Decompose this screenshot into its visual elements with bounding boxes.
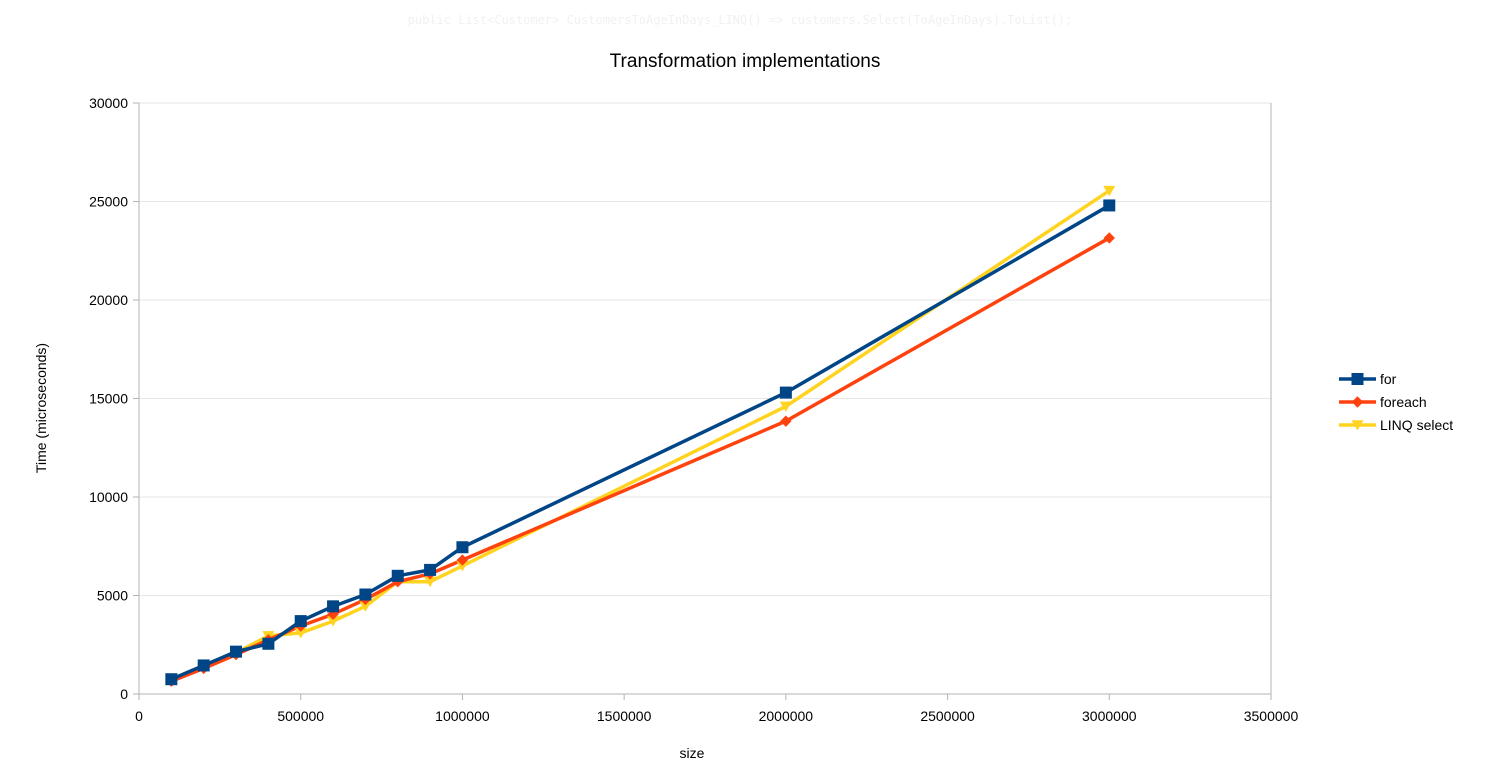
data-point-for [359, 588, 372, 601]
x-tick-label: 2000000 [759, 708, 814, 724]
x-axis-title: size [680, 745, 705, 761]
data-point-foreach [780, 415, 792, 427]
x-tick-label: 3000000 [1082, 708, 1137, 724]
y-tick-label: 30000 [89, 95, 128, 111]
x-tick-label: 1000000 [435, 708, 490, 724]
data-point-linq-select [779, 401, 792, 412]
x-tick-label: 1500000 [597, 708, 652, 724]
data-point-foreach [1103, 232, 1115, 244]
x-tick-label: 3500000 [1244, 708, 1299, 724]
y-tick-label: 20000 [89, 292, 128, 308]
data-point-for [779, 386, 792, 399]
legend-label-linq-select: LINQ select [1380, 417, 1453, 433]
data-point-for [165, 673, 178, 686]
y-axis-title: Time (microseconds) [33, 343, 49, 473]
data-point-for [1103, 199, 1116, 212]
chart-title: Transformation implementations [610, 51, 881, 72]
data-point-linq-select [359, 601, 372, 612]
data-point-linq-select [456, 561, 469, 572]
data-point-linq-select [294, 628, 307, 639]
axes [133, 102, 1272, 700]
data-point-for [327, 600, 340, 613]
data-point-linq-select [327, 616, 340, 627]
x-tick-label: 2500000 [920, 708, 975, 724]
series-group [165, 185, 1116, 687]
data-point-for [262, 637, 275, 650]
x-tick-labels: 0 500000 1000000 1500000 2000000 2500000 30000… [135, 708, 1298, 724]
x-tick-label: 500000 [277, 708, 324, 724]
legend-marker-for [1351, 373, 1364, 385]
x-tick-label: 0 [135, 708, 143, 724]
series-line-for [170, 203, 1111, 681]
y-tick-label: 25000 [89, 194, 128, 210]
legend-marker-foreach [1351, 396, 1364, 408]
legend-label-foreach: foreach [1380, 394, 1427, 410]
y-tick-label: 5000 [97, 588, 128, 604]
legend-marker-linq-select [1351, 420, 1364, 431]
data-point-for [456, 541, 469, 554]
y-tick-label: 10000 [89, 489, 128, 505]
grid-lines [139, 102, 1271, 596]
y-tick-label: 0 [120, 686, 128, 702]
y-tick-labels: 0 5000 10000 15000 20000 25000 30000 [89, 95, 128, 702]
data-point-for [391, 569, 404, 582]
legend-label-for: for [1380, 371, 1397, 387]
data-point-for [294, 615, 307, 628]
series-line-linq-select [170, 189, 1111, 682]
y-tick-label: 15000 [89, 391, 128, 407]
data-point-linq-select [1103, 185, 1116, 197]
legend: for foreach LINQ select [1339, 371, 1453, 433]
data-point-for [230, 645, 243, 658]
data-point-linq-select [424, 576, 437, 588]
data-point-for [424, 563, 437, 576]
header-code-line: public List<Customer> CustomersToAgeInDa… [408, 13, 1073, 27]
data-point-for [197, 659, 210, 672]
data-point-foreach [327, 608, 339, 620]
data-point-foreach [456, 554, 469, 566]
